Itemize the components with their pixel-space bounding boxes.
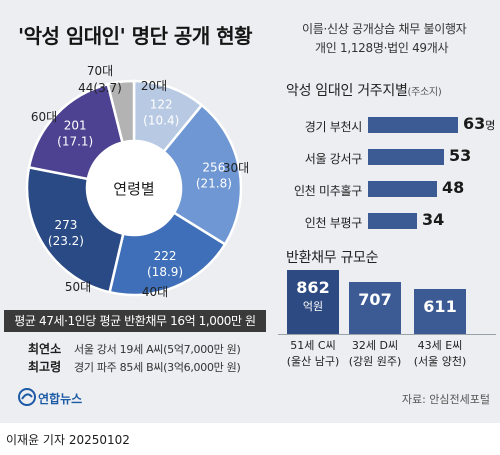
debt-person-place-2: (서울 양천) (413, 355, 467, 368)
debt-person-place-1: (강원 원주) (348, 355, 402, 368)
average-summary-box: 평균 47세·1인당 평균 반환채무 16억 1,000만 원 (4, 310, 266, 332)
donut-category-5: 70대 (87, 64, 113, 78)
region-value-2: 48 (442, 178, 465, 197)
region-bar-2 (368, 181, 437, 197)
debt-value-1: 707 (358, 290, 392, 309)
donut-value-1: 256 (202, 161, 225, 175)
donut-slice-1 (162, 103, 243, 246)
subtitle-line-2: 개인 1,128명·법인 49개사 (315, 41, 449, 55)
region-label-1: 서울 강서구 (304, 152, 363, 166)
donut-center-label: 연령별 (113, 180, 154, 198)
region-unit: 명 (485, 119, 496, 132)
donut-slice-2 (108, 210, 227, 297)
donut-slice-3 (25, 165, 125, 294)
youngest-label: 최연소 (28, 342, 62, 356)
logo-text: 연합뉴스 (38, 392, 83, 406)
region-label-2: 인천 미추홀구 (294, 184, 362, 198)
donut-category-1: 30대 (223, 161, 249, 175)
page-title: '악성 임대인' 명단 공개 현황 (18, 24, 253, 48)
debt-bar-2: 611 (414, 289, 466, 334)
region-label-0: 경기 부천시 (304, 120, 363, 134)
donut-value-0: 122 (150, 98, 173, 112)
debt-chart-title: 반환채무 규모순 (286, 250, 379, 266)
region-bar-0 (368, 117, 458, 133)
donut-percent-4: (17.1) (57, 134, 93, 148)
donut-percent-0: (10.4) (143, 114, 179, 128)
donut-category-0: 20대 (141, 79, 167, 93)
donut-slice-5 (106, 79, 136, 144)
debt-person-name-0: 51세 C씨 (290, 339, 336, 352)
donut-value-5: 44(3.7) (78, 81, 122, 95)
oldest-label: 최고령 (28, 360, 62, 374)
donut-percent-1: (21.8) (196, 177, 232, 191)
debt-chart-baseline (278, 334, 496, 335)
region-title-text: 악성 임대인 거주지별 (286, 83, 408, 99)
debt-value-0: 862 (296, 278, 330, 297)
oldest-text: 경기 파주 85세 B씨(3억6,000만 원) (74, 361, 241, 374)
debt-unit: 억원 (302, 300, 324, 313)
debt-value-2: 611 (423, 297, 457, 316)
donut-value-4: 201 (64, 118, 87, 132)
debt-person-name-1: 32세 D씨 (351, 339, 399, 352)
region-value-0: 63명 (463, 114, 496, 133)
donut-slice-4 (27, 82, 125, 181)
subtitle-line-1: 이름·신상 공개상습 채무 불이행자 (302, 22, 467, 36)
region-value-1: 53 (449, 146, 472, 165)
yonhap-logo-icon (18, 388, 36, 406)
region-bar-3 (368, 213, 417, 229)
debt-person-place-0: (울산 남구) (286, 355, 340, 368)
debt-bar-0: 862 억원 (287, 270, 339, 334)
donut-percent-2: (18.9) (147, 265, 183, 279)
reporter-credit: 이재윤 기자 20250102 (6, 433, 130, 447)
donut-category-3: 50대 (65, 280, 91, 294)
donut-category-2: 40대 (142, 285, 168, 299)
donut-value-3: 273 (54, 218, 77, 232)
donut-value-2: 222 (154, 249, 177, 263)
debt-person-name-2: 43세 E씨 (417, 339, 463, 352)
region-title-note: (주소지) (407, 87, 442, 98)
debt-person-2: 43세 E씨 (서울 양천) (400, 338, 480, 370)
region-chart-title: 악성 임대인 거주지별(주소지) (286, 80, 442, 100)
region-bar-1 (368, 149, 444, 165)
debt-bar-1: 707 (349, 282, 401, 334)
debt-person-0: 51세 C씨 (울산 남구) (273, 338, 353, 370)
donut-percent-3: (23.2) (48, 234, 84, 248)
region-value-3: 34 (422, 210, 445, 229)
age-donut-chart: 122 (10.4) 256 (21.8) 222 (18.9) 273 (23.2) 201 (… (25, 64, 249, 299)
youngest-text: 서울 강서 19세 A씨(5억7,000만 원) (74, 343, 241, 356)
donut-category-4: 60대 (31, 110, 57, 124)
source-note: 자료: 안심전세포털 (401, 393, 490, 406)
debt-person-1: 32세 D씨 (강원 원주) (335, 338, 415, 370)
region-label-3: 인천 부평구 (304, 216, 363, 230)
donut-center (88, 142, 180, 234)
